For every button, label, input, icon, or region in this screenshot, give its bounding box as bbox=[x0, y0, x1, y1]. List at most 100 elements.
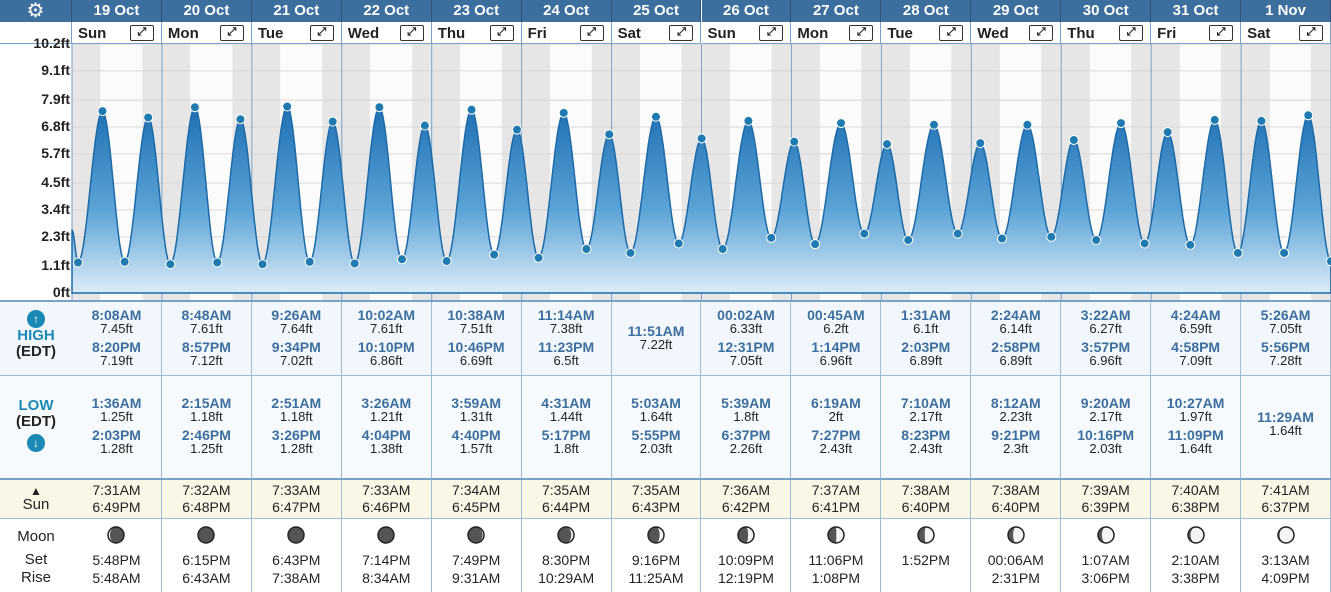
day-header: Sun ⤢ bbox=[72, 22, 162, 44]
low-time: 10:27AM bbox=[1166, 395, 1225, 411]
moon-outline bbox=[737, 526, 755, 544]
high-entry: 2:24AM 6.14ft bbox=[971, 308, 1060, 336]
tide-markers bbox=[72, 101, 1331, 270]
expand-arrows-icon[interactable]: ⤢ bbox=[1209, 25, 1234, 41]
high-height: 6.89ft bbox=[909, 353, 943, 368]
moon-dark bbox=[108, 527, 125, 543]
expand-arrows-icon[interactable]: ⤢ bbox=[669, 25, 694, 41]
day-header: Fri ⤢ bbox=[1151, 22, 1242, 44]
low-cell: 2:51AM 1.18ft 3:26PM 1.28ft bbox=[252, 376, 342, 478]
day-name: Tue bbox=[257, 25, 284, 42]
high-time: 1:14PM bbox=[811, 339, 861, 355]
day-name: Sat bbox=[1247, 25, 1271, 42]
high-time: 3:22AM bbox=[1080, 307, 1131, 323]
moonset-time: 10:09PM bbox=[717, 552, 774, 568]
tide-point bbox=[929, 119, 940, 130]
date-header: 26 Oct bbox=[701, 0, 792, 22]
day-header: Tue ⤢ bbox=[251, 22, 342, 44]
low-height: 2.23ft bbox=[999, 409, 1032, 424]
high-row-bg bbox=[0, 300, 1331, 375]
expand-arrows-icon[interactable]: ⤢ bbox=[849, 25, 874, 41]
moon-phase-icon bbox=[377, 526, 395, 544]
low-height: 2.43ft bbox=[909, 441, 943, 456]
low-time: 4:31AM bbox=[541, 395, 591, 411]
moonset-time: 6:43PM bbox=[272, 552, 321, 568]
day-name: Tue bbox=[887, 25, 913, 42]
high-entry: 11:14AM 7.38ft bbox=[522, 308, 611, 336]
high-cell: 00:45AM 6.2ft 1:14PM 6.96ft bbox=[791, 302, 882, 375]
high-cell: 8:08AM 7.45ft 8:20PM 7.19ft bbox=[72, 302, 162, 375]
sunset-time: 6:42PM bbox=[721, 499, 771, 515]
moonrise-time: 1:08PM bbox=[811, 570, 860, 586]
sun-row-bg bbox=[0, 478, 1331, 518]
moon-cell: 8:30PM 10:29AM bbox=[522, 519, 612, 592]
sun-cell: 7:31AM 6:49PM bbox=[72, 480, 162, 518]
tide-point bbox=[512, 124, 523, 135]
low-time: 2:46PM bbox=[181, 427, 231, 443]
tide-point bbox=[374, 102, 385, 113]
tide-point bbox=[72, 257, 83, 268]
expand-arrows-icon[interactable]: ⤢ bbox=[759, 25, 784, 41]
low-label: LOW bbox=[18, 397, 54, 414]
high-height: 7.61ft bbox=[369, 321, 403, 336]
expand-arrows-icon[interactable]: ⤢ bbox=[129, 25, 154, 41]
high-height: 6.33ft bbox=[729, 321, 763, 336]
expand-arrows-icon[interactable]: ⤢ bbox=[1119, 25, 1144, 41]
y-tick-label: 0ft bbox=[52, 284, 70, 300]
low-entry: 4:40PM 1.57ft bbox=[432, 428, 521, 456]
moon-lit bbox=[1190, 527, 1204, 543]
low-cell: 8:12AM 2.23ft 9:21PM 2.3ft bbox=[971, 376, 1062, 478]
low-label-block: LOW (EDT) ↓ bbox=[0, 398, 72, 452]
moon-label-block: Moon Set Rise bbox=[0, 527, 72, 587]
low-entry: 2:15AM 1.18ft bbox=[162, 396, 251, 424]
high-time: 2:58PM bbox=[991, 339, 1041, 355]
expand-arrows-icon[interactable]: ⤢ bbox=[219, 25, 244, 41]
expand-arrows-icon[interactable]: ⤢ bbox=[939, 25, 964, 41]
high-entry: 4:58PM 7.09ft bbox=[1151, 340, 1240, 368]
moonset-time: 11:06PM bbox=[808, 552, 864, 568]
low-height: 1.21ft bbox=[369, 409, 403, 424]
moonset-time: 1:07AM bbox=[1081, 552, 1130, 568]
high-height: 7.38ft bbox=[549, 321, 583, 336]
sun-cell: 7:39AM 6:39PM bbox=[1061, 480, 1152, 518]
sunset-time: 6:39PM bbox=[1081, 499, 1130, 515]
low-cell: 10:27AM 1.97ft 11:09PM 1.64ft bbox=[1151, 376, 1242, 478]
high-time: 9:34PM bbox=[271, 339, 321, 355]
high-cell: 1:31AM 6.1ft 2:03PM 6.89ft bbox=[881, 302, 972, 375]
moon-outline bbox=[827, 526, 845, 544]
tide-point bbox=[1185, 239, 1196, 250]
moonrise-time: 10:29AM bbox=[538, 570, 595, 586]
tide-point bbox=[1115, 118, 1126, 129]
expand-arrows-icon[interactable]: ⤢ bbox=[309, 25, 334, 41]
tide-point bbox=[419, 120, 430, 131]
moon-phase-icon bbox=[1276, 526, 1295, 544]
date-header: 28 Oct bbox=[881, 0, 972, 22]
expand-arrows-icon[interactable]: ⤢ bbox=[399, 25, 424, 41]
high-height: 6.89ft bbox=[999, 353, 1032, 368]
high-entry: 11:51AM 7.22ft bbox=[612, 324, 701, 352]
high-height: 7.28ft bbox=[1269, 353, 1302, 368]
gear-icon[interactable]: ⚙ bbox=[0, 0, 72, 22]
low-row-bg bbox=[0, 375, 1331, 478]
low-height: 1.8ft bbox=[733, 409, 759, 424]
sunrise-time: 7:39AM bbox=[1081, 482, 1130, 498]
expand-arrows-icon[interactable]: ⤢ bbox=[489, 25, 514, 41]
day-header: Wed ⤢ bbox=[971, 22, 1062, 44]
expand-arrows-icon[interactable]: ⤢ bbox=[1298, 25, 1323, 41]
moon-lit bbox=[1012, 527, 1024, 543]
moon-outline bbox=[377, 526, 395, 544]
moonrise-time: 7:38AM bbox=[272, 570, 321, 586]
y-tick-label: 4.5ft bbox=[41, 174, 70, 191]
high-height: 7.09ft bbox=[1179, 353, 1212, 368]
expand-arrows-icon[interactable]: ⤢ bbox=[579, 25, 604, 41]
moonset-time: 8:30PM bbox=[541, 552, 591, 568]
day-header: Mon ⤢ bbox=[161, 22, 252, 44]
high-height: 7.61ft bbox=[190, 321, 223, 336]
low-height: 1.8ft bbox=[553, 441, 579, 456]
expand-arrows-icon[interactable]: ⤢ bbox=[1029, 25, 1054, 41]
moon-outline bbox=[917, 526, 935, 544]
tide-point bbox=[952, 228, 963, 239]
low-entry: 4:31AM 1.44ft bbox=[522, 396, 611, 424]
day-header: Mon ⤢ bbox=[791, 22, 882, 44]
tide-point bbox=[1303, 110, 1314, 121]
